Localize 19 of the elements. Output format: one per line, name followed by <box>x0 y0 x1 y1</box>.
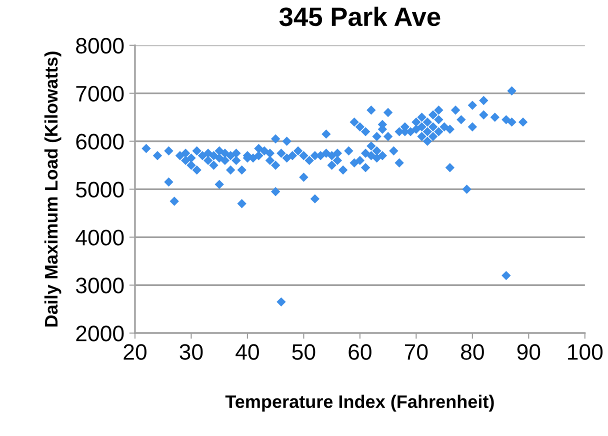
x-tick-label: 50 <box>292 344 316 360</box>
y-tick-label: 5000 <box>76 182 124 198</box>
x-tick-label: 60 <box>348 344 372 360</box>
chart-title: 345 Park Ave <box>279 6 440 26</box>
x-tick-label: 80 <box>461 344 484 360</box>
x-tick-label: 90 <box>517 344 540 360</box>
y-tick-label: 7000 <box>76 86 124 102</box>
x-tick-label: 20 <box>124 344 146 360</box>
y-tick-label: 2000 <box>76 326 124 342</box>
x-tick-label: 30 <box>180 344 203 360</box>
y-axis-title: Daily Maximum Load (Kilowatts) <box>44 52 62 326</box>
x-tick-label: 40 <box>236 344 259 360</box>
y-tick-label: 6000 <box>76 134 124 150</box>
x-tick-label: 70 <box>404 344 428 360</box>
y-tick-label: 3000 <box>76 278 124 294</box>
x-tick-label: 100 <box>568 344 603 360</box>
y-tick-label: 8000 <box>76 38 124 54</box>
x-axis-title: Temperature Index (Fahrenheit) <box>225 394 494 412</box>
y-tick-label: 4000 <box>76 230 124 246</box>
